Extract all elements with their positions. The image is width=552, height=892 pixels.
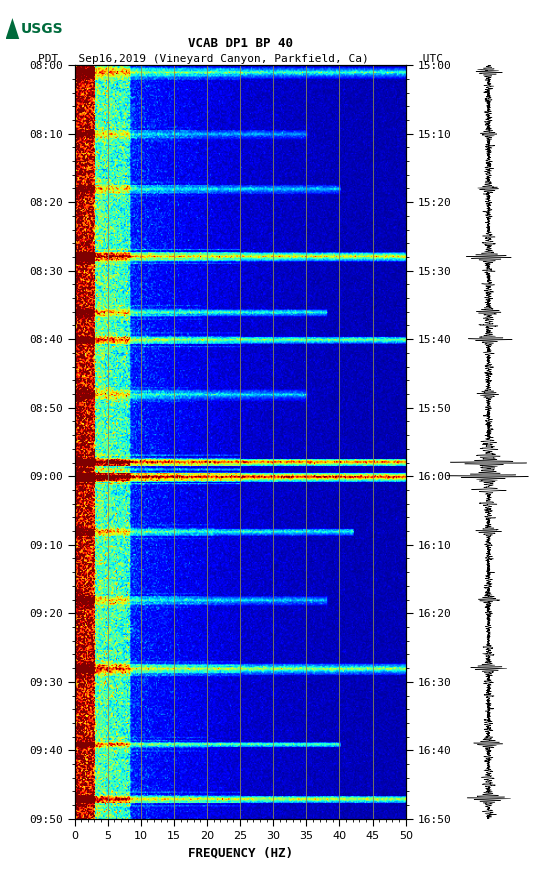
X-axis label: FREQUENCY (HZ): FREQUENCY (HZ) (188, 847, 293, 859)
Text: VCAB DP1 BP 40: VCAB DP1 BP 40 (188, 37, 293, 51)
Text: PDT   Sep16,2019 (Vineyard Canyon, Parkfield, Ca)        UTC: PDT Sep16,2019 (Vineyard Canyon, Parkfie… (38, 54, 443, 63)
Text: USGS: USGS (21, 22, 63, 36)
Polygon shape (6, 18, 19, 39)
